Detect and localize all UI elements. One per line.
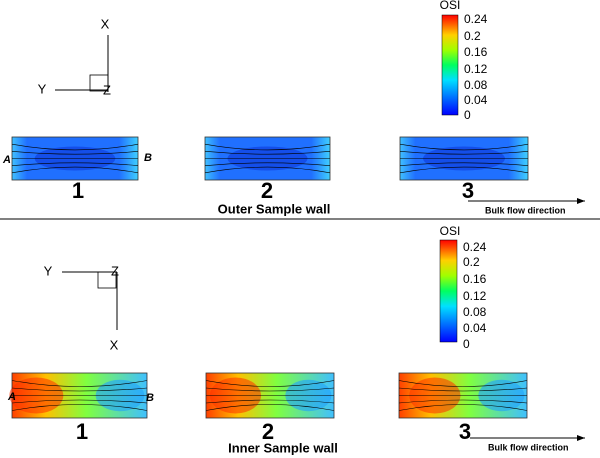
colorbar-tick: 0.12: [463, 289, 487, 303]
axis-z-label: Z: [103, 82, 111, 97]
colorbar-tick: 0.2: [463, 255, 480, 269]
streamline: [11, 399, 148, 404]
axis-corner: [89, 74, 109, 92]
colorbar-tick: 0.16: [464, 45, 488, 59]
axis-x-label: X: [110, 337, 119, 352]
streamline: [205, 404, 335, 411]
location-number: 3: [462, 178, 474, 203]
flow-label: Bulk flow direction: [485, 205, 566, 215]
axis-y-label: Y: [38, 81, 47, 96]
streamline: [11, 404, 148, 411]
colorbar-title: OSI: [440, 0, 461, 12]
colorbar-tick: 0.16: [463, 272, 487, 286]
colorbar-tick: 0.24: [463, 240, 487, 254]
streamline: [11, 166, 139, 174]
streamline: [398, 380, 528, 387]
colorbar-tick: 0.24: [464, 12, 488, 26]
colorbar-tick: 0.04: [464, 93, 488, 107]
streamline: [399, 162, 529, 166]
location-number: 1: [76, 419, 88, 444]
location-number: 1: [72, 178, 84, 203]
streamline: [204, 166, 331, 174]
location-number: 3: [459, 419, 471, 444]
end-label-b: B: [146, 392, 154, 404]
streamline: [204, 151, 331, 155]
streamline: [11, 143, 139, 151]
streamline: [399, 151, 529, 155]
colorbar: [441, 14, 459, 116]
colorbar-tick: 0: [464, 108, 471, 122]
streamline: [398, 399, 528, 404]
caption: Outer Sample wall: [218, 201, 331, 216]
colorbar-tick: 0.2: [464, 29, 481, 43]
streamline: [398, 387, 528, 392]
streamline: [205, 387, 335, 392]
colorbar-tick: 0.08: [464, 78, 488, 92]
axis-x-label: X: [101, 16, 110, 31]
flow-label: Bulk flow direction: [488, 442, 569, 452]
colorbar: [439, 239, 458, 343]
axis-z-label: Z: [111, 263, 119, 278]
streamline: [399, 143, 529, 151]
streamline: [11, 151, 139, 155]
colorbar-tick: 0.08: [463, 305, 487, 319]
colorbar-tick: 0: [463, 337, 470, 351]
streamline: [398, 404, 528, 411]
end-label-b: B: [144, 152, 152, 164]
location-number: 2: [262, 419, 274, 444]
streamline: [11, 162, 139, 166]
streamline: [204, 143, 331, 151]
end-label-a: A: [2, 154, 11, 166]
streamline: [205, 399, 335, 404]
streamline: [399, 166, 529, 174]
streamline: [11, 380, 148, 387]
colorbar-title: OSI: [440, 224, 461, 238]
streamline: [11, 387, 148, 392]
end-label-a: A: [7, 391, 16, 403]
colorbar-tick: 0.12: [464, 62, 488, 76]
axis-y-label: Y: [44, 263, 53, 278]
location-number: 2: [261, 178, 273, 203]
streamline: [204, 162, 331, 166]
streamline: [205, 380, 335, 387]
axis-corner: [97, 271, 117, 289]
colorbar-tick: 0.04: [463, 321, 487, 335]
caption: Inner Sample wall: [228, 440, 338, 455]
